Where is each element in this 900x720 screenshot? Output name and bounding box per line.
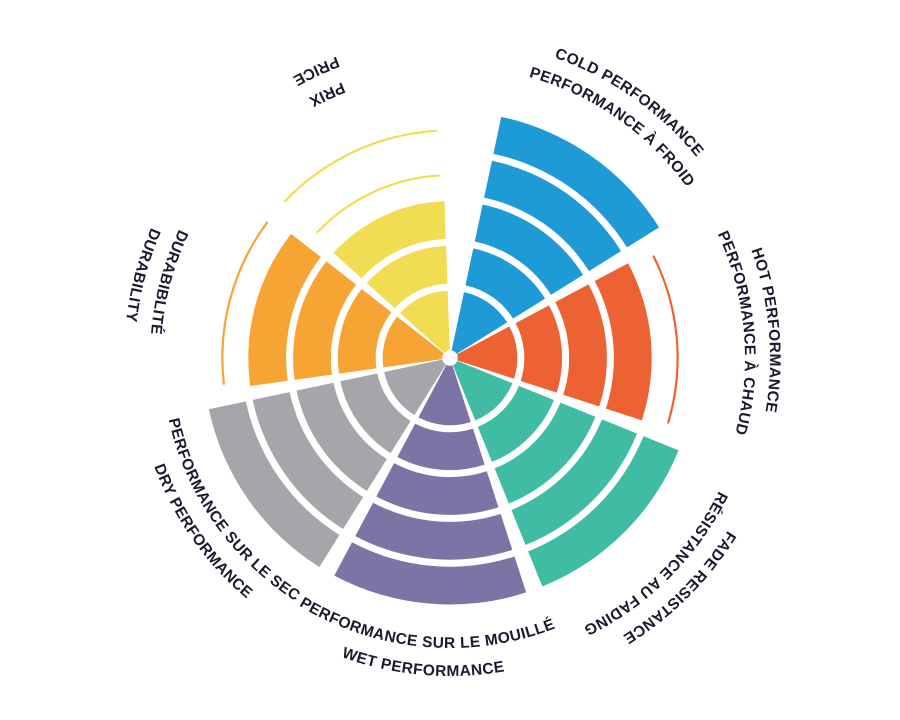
segment-cold-performance-ring-5[interactable] <box>493 116 660 248</box>
segment-price-ring-1[interactable] <box>399 290 450 353</box>
segment-fade-resistance-ring-4[interactable] <box>511 419 638 546</box>
segment-price-ring-4-empty <box>316 174 440 234</box>
segment-durability-ring-4[interactable] <box>248 233 321 387</box>
segment-wet-performance-ring-2[interactable] <box>397 423 485 471</box>
segment-wet-performance-ring-1[interactable] <box>418 364 471 426</box>
segment-durability[interactable] <box>221 221 444 387</box>
segment-wet-performance-ring-5[interactable] <box>334 542 527 605</box>
segment-dry-performance-ring-4[interactable] <box>252 392 364 530</box>
segment-price-ring-5-empty <box>283 129 438 203</box>
segment-cold-performance-ring-4[interactable] <box>484 160 622 272</box>
segment-hot-performance-ring-3[interactable] <box>555 284 607 407</box>
segment-dry-performance-ring-3[interactable] <box>296 382 387 492</box>
segment-durability-ring-3[interactable] <box>293 261 357 380</box>
segment-price[interactable] <box>283 129 450 353</box>
segment-cold-performance-ring-3[interactable] <box>474 204 584 295</box>
segment-dry-performance-ring-2[interactable] <box>340 373 411 454</box>
segment-dry-performance-ring-5[interactable] <box>208 401 340 568</box>
axis-cold-performance-label-primary: COLD PERFORMANCE <box>553 45 707 160</box>
axis-price-label-secondary: PRIX <box>306 79 347 110</box>
segment-hot-performance-ring-1[interactable] <box>456 326 518 379</box>
segment-fade-resistance-ring-2[interactable] <box>477 385 554 462</box>
segment-fade-resistance-ring-1[interactable] <box>452 360 513 421</box>
segment-fade-resistance-ring-5[interactable] <box>528 436 679 587</box>
segment-cold-performance[interactable] <box>451 116 660 354</box>
segment-fade-resistance-ring-3[interactable] <box>494 402 596 504</box>
segment-dry-performance-ring-1[interactable] <box>384 359 446 416</box>
segment-fade-resistance[interactable] <box>452 360 679 587</box>
segment-dry-performance[interactable] <box>208 359 446 568</box>
segment-price-ring-2[interactable] <box>366 245 448 309</box>
segment-price-ring-3[interactable] <box>333 201 446 279</box>
segments-layer <box>208 116 679 605</box>
label-guide-path <box>220 62 455 172</box>
segment-hot-performance-ring-2[interactable] <box>515 305 563 393</box>
segment-wet-performance-ring-3[interactable] <box>376 463 499 515</box>
segment-hot-performance-ring-4[interactable] <box>594 263 652 421</box>
segment-wet-performance-ring-4[interactable] <box>355 502 513 560</box>
segment-durability-ring-1[interactable] <box>382 316 444 368</box>
segment-durability-ring-5-empty <box>221 221 269 385</box>
segment-cold-performance-ring-2[interactable] <box>465 248 546 319</box>
segment-cold-performance-ring-1[interactable] <box>451 292 508 354</box>
segment-durability-ring-2[interactable] <box>337 288 392 374</box>
segment-hot-performance[interactable] <box>456 255 679 424</box>
segment-hot-performance-ring-5-empty <box>652 255 679 424</box>
segment-wet-performance[interactable] <box>334 364 527 605</box>
